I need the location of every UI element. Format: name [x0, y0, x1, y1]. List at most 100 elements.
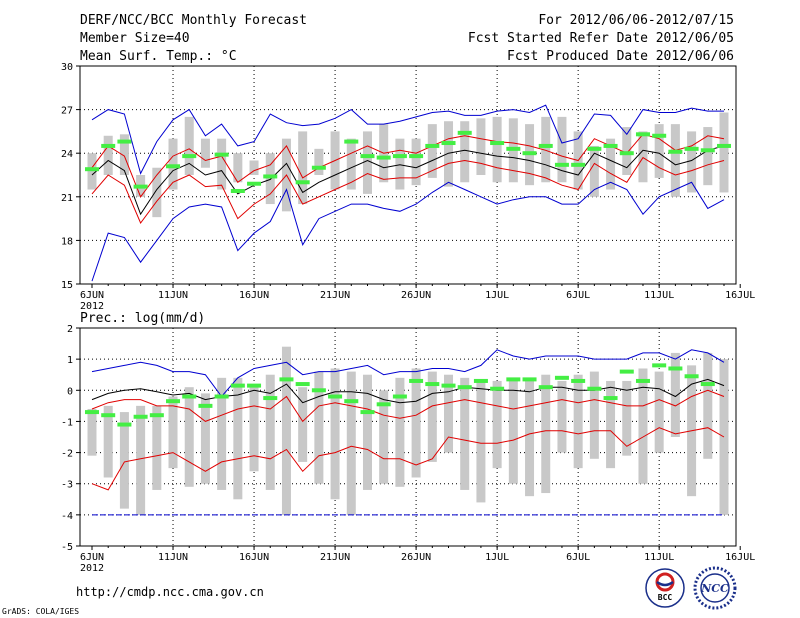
precipitation-obs-mark — [85, 410, 99, 415]
precipitation-obs-mark — [457, 385, 472, 390]
temperature-obs-mark — [522, 151, 537, 156]
precipitation-spread-bar — [395, 377, 405, 487]
temperature-obs-mark — [85, 167, 99, 172]
temperature-obs-mark — [263, 174, 278, 179]
precipitation-obs-mark — [117, 422, 132, 427]
temperature-spread-bar — [362, 131, 372, 194]
precipitation-spread-bar — [638, 368, 648, 484]
precipitation-obs-mark — [522, 377, 537, 382]
precipitation-spread-bar — [200, 393, 210, 484]
source-url: http://cmdp.ncc.cma.gov.cn — [76, 585, 264, 599]
temperature-obs-mark — [360, 154, 375, 159]
temperature-obs-mark — [166, 164, 181, 169]
temperature-obs-mark — [652, 133, 667, 138]
temperature-grid — [80, 66, 736, 284]
forecast-period-label: For 2012/06/06-2012/07/15 — [538, 13, 734, 28]
precipitation-spread-bar — [103, 405, 113, 478]
member-size-label: Member Size=40 — [80, 31, 190, 46]
temperature-spread-bar — [622, 127, 632, 175]
precipitation-obs-mark — [652, 363, 667, 368]
temperature-spread-bar — [103, 135, 113, 175]
precipitation-obs-mark — [344, 399, 359, 404]
temperature-spread-bar — [265, 153, 275, 205]
precipitation-xtick-label: 21JUN — [320, 552, 350, 563]
precipitation-obs-mark — [133, 414, 148, 419]
precipitation-obs-mark — [214, 394, 229, 399]
temperature-spread-bars — [87, 112, 729, 218]
temperature-obs-mark — [214, 152, 229, 157]
precipitation-spread-bar — [444, 374, 454, 453]
temperature-obs-mark — [441, 141, 456, 146]
precipitation-spread-bar — [119, 412, 129, 509]
temperature-xtick-label: 16JUN — [239, 290, 269, 301]
temperature-obs-mark — [717, 143, 731, 148]
temperature-spread-bar — [249, 160, 259, 175]
precipitation-obs-mark — [668, 366, 683, 371]
temperature-obs-mark — [506, 146, 521, 151]
temperature-spread-bar — [87, 153, 97, 190]
temperature-xtick-label: 1JUL — [485, 290, 509, 301]
temperature-spread-bar — [557, 116, 567, 183]
temperature-spread-bar — [233, 153, 243, 183]
temperature-spread-bar — [152, 167, 162, 218]
temperature-ytick-label: 15 — [61, 280, 73, 291]
temperature-spread-bar — [541, 116, 551, 183]
temperature-obs-mark — [457, 130, 472, 135]
precipitation-obs-mark — [295, 382, 310, 387]
precipitation-spread-bar — [606, 380, 616, 469]
precipitation-ytick-label: 1 — [67, 355, 73, 366]
temperature-observations — [85, 130, 731, 193]
precipitation-spread-bar — [557, 380, 567, 453]
precipitation-spread-bar — [573, 374, 583, 469]
temperature-spread-bar — [719, 112, 729, 193]
temperature-xtick-label: 16JUL — [725, 290, 755, 301]
temperature-obs-mark — [117, 139, 132, 144]
temperature-spread-bar — [200, 138, 210, 168]
temperature-spread-bar — [314, 148, 324, 175]
temperature-spread-bar — [703, 127, 713, 186]
temperature-spread-bar — [460, 121, 470, 183]
temperature-obs-mark — [700, 148, 715, 153]
temperature-lines — [91, 104, 725, 282]
temperature-spread-bar — [670, 124, 680, 197]
temperature-obs-mark — [230, 188, 245, 193]
temperature-obs-mark — [376, 155, 391, 160]
precipitation-panel: -5 -4 -3 -2 -1 0 1 2 6JUN 11JUN 16JUN 21JUN 26JUN 1J… — [61, 324, 755, 574]
precipitation-obs-mark — [376, 402, 391, 407]
precipitation-obs-mark — [182, 394, 197, 399]
precipitation-spread-bar — [541, 374, 551, 494]
precipitation-xtick-label: 6JUN — [80, 552, 104, 563]
precipitation-obs-mark — [473, 378, 488, 383]
bcc-logo: BCC — [645, 568, 685, 608]
temperature-spread-bar — [476, 118, 486, 175]
temperature-spread-bar — [444, 121, 454, 187]
temperature-spread-bar — [606, 138, 616, 190]
temperature-plot-frame — [79, 65, 737, 285]
temperature-spread-bar — [298, 131, 308, 205]
precipitation-ytick-label: -4 — [61, 511, 73, 522]
precipitation-spread-bar — [379, 390, 389, 484]
precipitation-spread-bar — [184, 387, 194, 487]
precipitation-obs-mark — [230, 383, 245, 388]
precipitation-year-label: 2012 — [80, 563, 104, 574]
temperature-spread-bar — [346, 138, 356, 190]
precipitation-spread-bar — [346, 371, 356, 515]
precipitation-spread-bar — [265, 374, 275, 490]
temperature-red-upper-line — [91, 133, 725, 198]
precipitation-spread-bar — [281, 346, 291, 515]
temperature-obs-mark — [668, 149, 683, 154]
precipitation-spread-bar — [589, 371, 599, 459]
precipitation-grid — [80, 328, 736, 546]
bcc-logo-ring — [645, 568, 685, 608]
temperature-obs-mark — [603, 143, 618, 148]
precipitation-spread-bar — [314, 371, 324, 484]
ncc-logo: NCC — [693, 566, 737, 610]
precipitation-spread-bar — [508, 380, 518, 484]
precipitation-xtick-label: 16JUN — [239, 552, 269, 563]
precipitation-spread-bar — [330, 368, 340, 500]
temperature-spread-bar — [411, 138, 421, 186]
temperature-xtick-label: 11JUN — [158, 290, 188, 301]
temperature-obs-mark — [490, 141, 505, 146]
temperature-obs-mark — [101, 143, 116, 148]
